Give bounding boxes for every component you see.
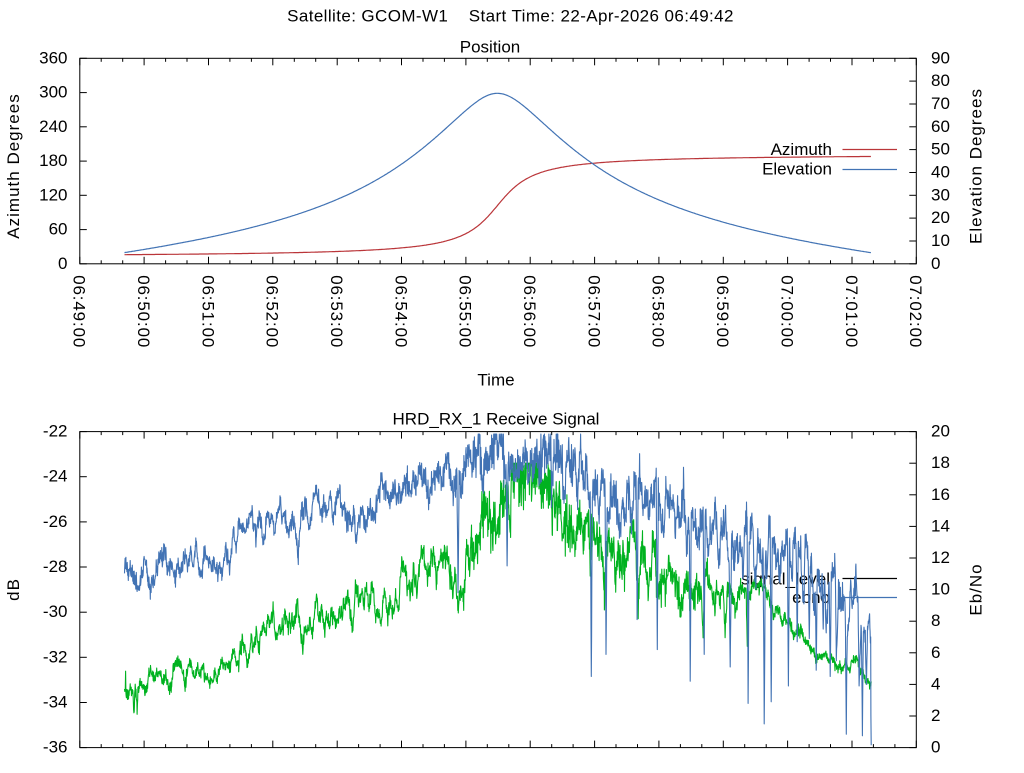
svg-text:20: 20: [931, 422, 950, 441]
svg-text:Azimuth Degrees: Azimuth Degrees: [4, 93, 23, 238]
svg-text:dB: dB: [4, 578, 23, 601]
svg-text:-24: -24: [43, 467, 68, 486]
svg-text:14: 14: [931, 516, 950, 535]
svg-text:06:57:00: 06:57:00: [584, 275, 603, 348]
svg-text:-32: -32: [43, 647, 68, 666]
svg-text:120: 120: [39, 185, 67, 204]
svg-text:Elevation Degrees: Elevation Degrees: [966, 88, 985, 244]
svg-text:12: 12: [931, 548, 950, 567]
svg-text:06:59:00: 06:59:00: [713, 275, 732, 348]
svg-text:06:55:00: 06:55:00: [456, 275, 475, 348]
svg-text:6: 6: [931, 643, 940, 662]
svg-text:06:56:00: 06:56:00: [520, 275, 539, 348]
svg-text:0: 0: [931, 738, 940, 757]
svg-text:-36: -36: [43, 738, 68, 757]
svg-text:06:58:00: 06:58:00: [649, 275, 668, 348]
svg-text:70: 70: [931, 94, 950, 113]
svg-text:06:52:00: 06:52:00: [263, 275, 282, 348]
svg-text:0: 0: [58, 254, 67, 273]
svg-text:20: 20: [931, 208, 950, 227]
svg-text:18: 18: [931, 453, 950, 472]
svg-text:80: 80: [931, 71, 950, 90]
svg-text:Azimuth: Azimuth: [771, 140, 832, 159]
svg-text:16: 16: [931, 485, 950, 504]
svg-text:30: 30: [931, 185, 950, 204]
svg-text:06:49:00: 06:49:00: [70, 275, 89, 348]
svg-text:-22: -22: [43, 422, 68, 441]
svg-text:180: 180: [39, 151, 67, 170]
svg-text:-30: -30: [43, 602, 68, 621]
svg-text:40: 40: [931, 163, 950, 182]
svg-text:360: 360: [39, 48, 67, 67]
svg-text:06:50:00: 06:50:00: [134, 275, 153, 348]
svg-text:8: 8: [931, 611, 940, 630]
svg-text:-26: -26: [43, 512, 68, 531]
svg-text:300: 300: [39, 83, 67, 102]
svg-text:90: 90: [931, 48, 950, 67]
svg-text:HRD_RX_1 Receive Signal: HRD_RX_1 Receive Signal: [393, 410, 600, 429]
svg-text:06:51:00: 06:51:00: [198, 275, 217, 348]
svg-text:Position: Position: [460, 38, 520, 57]
svg-text:07:00:00: 07:00:00: [777, 275, 796, 348]
svg-text:50: 50: [931, 140, 950, 159]
svg-text:-34: -34: [43, 693, 68, 712]
svg-text:07:02:00: 07:02:00: [906, 275, 925, 348]
svg-text:Eb/No: Eb/No: [966, 563, 985, 615]
svg-text:06:53:00: 06:53:00: [327, 275, 346, 348]
svg-text:4: 4: [931, 674, 940, 693]
svg-text:10: 10: [931, 231, 950, 250]
svg-text:60: 60: [49, 220, 68, 239]
svg-text:Time: Time: [477, 371, 514, 390]
svg-text:10: 10: [931, 580, 950, 599]
svg-text:Satellite: GCOM-W1 Start Ti: Satellite: GCOM-W1 Start Time: 22-Apr-20…: [287, 7, 734, 26]
svg-text:0: 0: [931, 254, 940, 273]
svg-text:Elevation: Elevation: [762, 160, 832, 179]
svg-text:2: 2: [931, 706, 940, 725]
svg-text:240: 240: [39, 117, 67, 136]
svg-text:07:01:00: 07:01:00: [842, 275, 861, 348]
svg-text:-28: -28: [43, 557, 68, 576]
svg-text:60: 60: [931, 117, 950, 136]
svg-text:06:54:00: 06:54:00: [391, 275, 410, 348]
